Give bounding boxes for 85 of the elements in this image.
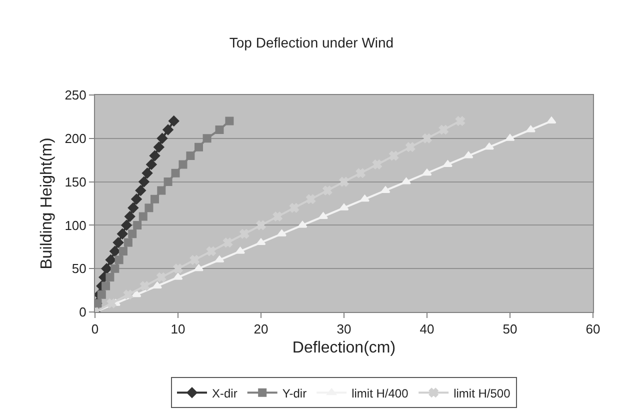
point — [124, 238, 132, 247]
point — [157, 186, 166, 195]
point — [110, 264, 120, 273]
point — [138, 176, 150, 188]
point — [112, 237, 124, 248]
point — [464, 152, 474, 158]
point — [422, 134, 432, 144]
point — [133, 220, 142, 230]
point — [422, 168, 432, 176]
point — [186, 152, 195, 160]
x-tick-label: 50 — [502, 322, 518, 337]
point — [206, 246, 216, 256]
point — [121, 220, 132, 230]
point — [173, 273, 183, 280]
point — [150, 194, 160, 204]
point — [298, 220, 308, 228]
point — [256, 220, 266, 230]
point — [360, 194, 370, 202]
legend-label: X-dir — [212, 386, 238, 400]
point — [154, 142, 164, 152]
point — [144, 204, 154, 212]
point — [131, 194, 142, 204]
point — [149, 150, 160, 162]
point — [505, 134, 515, 141]
point — [484, 142, 494, 150]
point — [546, 116, 556, 124]
point — [235, 246, 246, 254]
point — [339, 204, 349, 210]
point — [114, 256, 124, 264]
point — [171, 168, 180, 178]
y-axis-title: Building Height(m) — [38, 138, 56, 270]
point — [138, 212, 148, 221]
point — [110, 246, 120, 257]
point — [146, 159, 157, 170]
y-tick-label: 200 — [64, 130, 86, 146]
point — [168, 116, 180, 126]
y-tick-label: 0 — [79, 304, 86, 320]
x-tick-label: 60 — [586, 322, 600, 337]
point — [132, 290, 142, 298]
point — [128, 202, 138, 214]
y-tick-label: 50 — [72, 261, 86, 276]
point — [118, 246, 128, 256]
y-tick-label: 100 — [64, 218, 86, 233]
point — [194, 264, 204, 272]
point — [380, 186, 390, 193]
point — [156, 133, 168, 144]
point — [190, 255, 200, 265]
point — [124, 211, 136, 222]
point — [140, 281, 150, 291]
x-tick-label: 30 — [336, 322, 352, 337]
legend-label: limit H/500 — [454, 386, 511, 400]
point — [339, 177, 349, 187]
point — [101, 263, 112, 274]
legend-label: limit H/400 — [352, 386, 409, 400]
point — [106, 298, 116, 308]
point — [173, 264, 183, 274]
point — [194, 142, 203, 152]
point — [318, 212, 328, 220]
point — [162, 124, 174, 136]
point — [225, 116, 234, 126]
x-axis-title: Deflection(cm) — [292, 339, 396, 356]
point — [178, 160, 188, 169]
x-tick-label: 0 — [91, 322, 99, 337]
point — [526, 125, 536, 132]
legend-label: Y-dir — [282, 386, 307, 400]
x-tick-label: 40 — [420, 322, 434, 337]
point — [105, 254, 116, 266]
point — [106, 273, 114, 282]
point — [156, 272, 166, 282]
point — [214, 256, 224, 262]
point — [123, 290, 133, 300]
point — [128, 230, 137, 238]
chart-title: Top Deflection under Wind — [229, 34, 394, 51]
x-tick-label: 20 — [254, 322, 268, 337]
point — [164, 178, 172, 186]
point — [142, 168, 153, 178]
point — [117, 228, 128, 240]
point — [202, 134, 212, 143]
point — [102, 282, 110, 290]
y-tick-label: 150 — [64, 174, 86, 190]
point — [135, 185, 146, 196]
y-tick-label: 250 — [64, 88, 86, 103]
x-tick-label: 10 — [170, 322, 186, 337]
point — [215, 125, 224, 134]
point — [256, 238, 266, 246]
